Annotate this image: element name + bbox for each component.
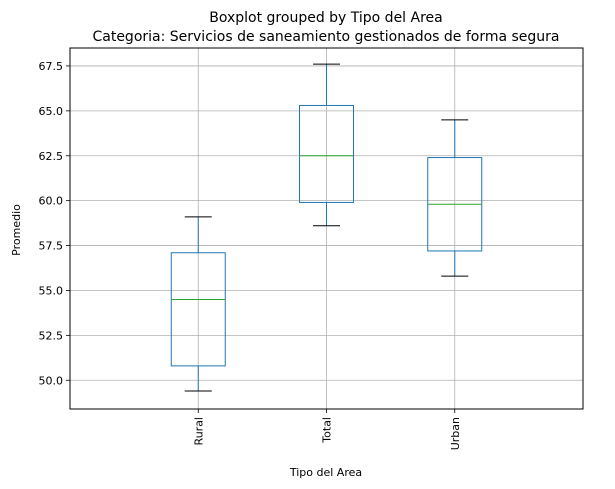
x-tick-label: Urban [449, 417, 462, 450]
tick-layer: 50.0 52.5 55.0 57.5 60.0 62.5 65.0 67.5 Rural Tot… [39, 60, 462, 450]
y-axis-label: Promedio [10, 204, 23, 256]
iqr-box [299, 104, 354, 203]
y-tick-label: 67.5 [39, 60, 64, 73]
x-tick-label: Rural [192, 417, 205, 445]
chart-suptitle: Boxplot grouped by Tipo del Area [209, 10, 443, 26]
y-tick-label: 57.5 [39, 240, 64, 253]
iqr-box [170, 252, 226, 367]
y-tick-label: 55.0 [39, 284, 64, 297]
x-axis-label: Tipo del Area [289, 466, 362, 479]
x-tick-label: Total [321, 417, 334, 444]
y-tick-label: 50.0 [39, 374, 64, 387]
box-urban [427, 119, 483, 277]
y-tick-label: 62.5 [39, 150, 64, 163]
box-total [299, 63, 354, 227]
y-tick-label: 52.5 [39, 329, 64, 342]
box-rural [170, 216, 226, 392]
y-tick-label: 65.0 [39, 105, 64, 118]
y-tick-label: 60.0 [39, 195, 64, 208]
chart-title: Categoria: Servicios de saneamiento gest… [92, 29, 559, 45]
box-layer [170, 63, 483, 392]
